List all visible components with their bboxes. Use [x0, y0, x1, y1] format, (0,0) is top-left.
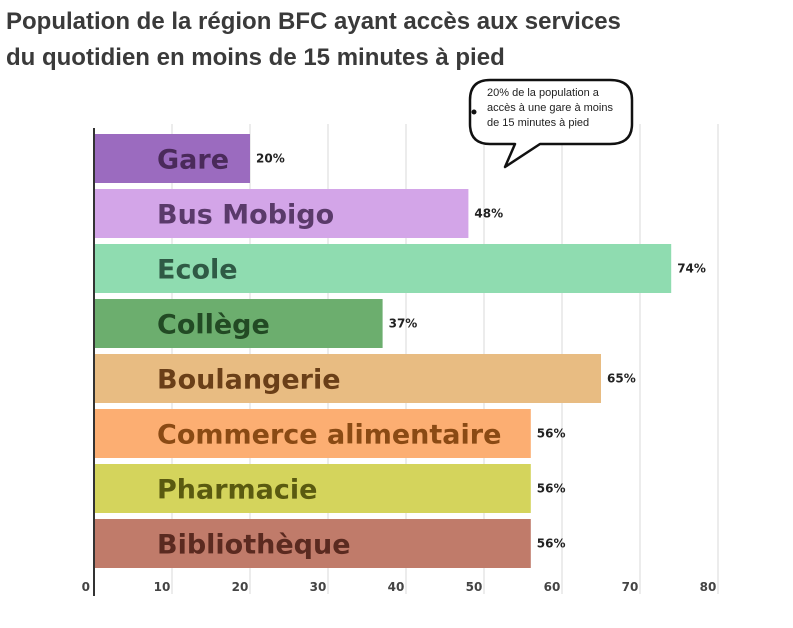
bar — [94, 519, 531, 568]
bar-category-label: Ecole — [157, 255, 238, 286]
callout-text-line: de 15 minutes à pied — [487, 117, 589, 129]
x-tick-label: 80 — [700, 580, 717, 594]
bar-value-label: 37% — [389, 317, 418, 331]
bar-value-label: 74% — [677, 262, 706, 276]
x-tick-label: 0 — [82, 580, 90, 594]
bar — [94, 134, 250, 183]
x-tick-label: 30 — [310, 580, 327, 594]
chart-title-line-1: Population de la région BFC ayant accès … — [6, 8, 621, 35]
bar — [94, 354, 601, 403]
callout-text-line: accès à une gare à moins — [487, 102, 613, 114]
callout: 20% de la population a accès à une gare à… — [468, 78, 634, 169]
x-tick-label: 60 — [544, 580, 561, 594]
bullet-dot — [471, 109, 477, 115]
x-tick-label: 50 — [466, 580, 483, 594]
x-tick-label: 70 — [622, 580, 639, 594]
chart-title-line-2: du quotidien en moins de 15 minutes à pi… — [6, 44, 505, 71]
bar-value-label: 56% — [537, 482, 566, 496]
bar-category-label: Gare — [157, 145, 229, 176]
bar-category-label: Bus Mobigo — [157, 200, 334, 231]
bar-value-label: 65% — [607, 372, 636, 386]
chart-title: Population de la région BFC ayant accès … — [6, 4, 706, 76]
bar-value-label: 20% — [256, 152, 285, 166]
bar — [94, 409, 531, 458]
bar-value-label: 56% — [537, 537, 566, 551]
x-tick-label: 20 — [232, 580, 249, 594]
bars: Gare 20% Bus Mobigo 48% Ecole 74% Collège 37% Bo… — [94, 134, 706, 568]
bar-category-label: Commerce alimentaire — [157, 420, 501, 451]
bar-value-label: 56% — [537, 427, 566, 441]
x-tick-label: 40 — [388, 580, 405, 594]
speech-bubble — [468, 78, 634, 169]
axes: 0 10 20 30 40 50 60 70 80 — [82, 128, 717, 596]
bar-category-label: Pharmacie — [157, 475, 317, 506]
bar — [94, 464, 531, 513]
bar — [94, 244, 672, 293]
bar-category-label: Bibliothèque — [157, 530, 351, 561]
bar-category-label: Collège — [157, 310, 270, 341]
callout-text-line: 20% de la population a — [487, 87, 600, 99]
bar-value-label: 48% — [474, 207, 503, 221]
bar — [94, 189, 469, 238]
bar-category-label: Boulangerie — [157, 365, 341, 396]
bar — [94, 299, 383, 348]
x-tick-label: 10 — [154, 580, 171, 594]
